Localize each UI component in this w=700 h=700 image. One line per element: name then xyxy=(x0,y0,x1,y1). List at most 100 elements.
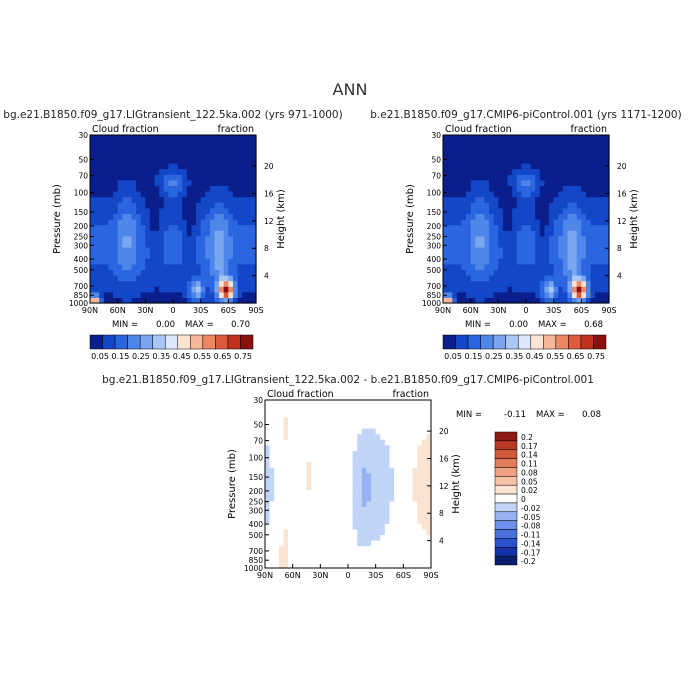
heatmap-cell xyxy=(136,269,142,276)
heatmap-cell xyxy=(163,207,169,214)
heatmap-cell xyxy=(530,247,536,254)
heatmap-cell xyxy=(516,191,522,198)
heatmap-cell xyxy=(357,433,363,440)
heatmap-cell xyxy=(466,196,472,203)
heatmap-cell xyxy=(269,545,275,552)
heatmap-cell xyxy=(315,489,321,496)
heatmap-cell xyxy=(196,286,202,293)
heatmap-cell xyxy=(581,241,587,248)
heatmap-cell xyxy=(567,252,573,259)
heatmap-cell xyxy=(269,400,275,407)
heatmap-cell xyxy=(352,551,358,558)
heatmap-cell xyxy=(251,291,257,298)
heatmap-cell xyxy=(507,168,513,175)
heatmap-cell xyxy=(297,556,303,563)
heatmap-cell xyxy=(338,506,344,513)
heatmap-cell xyxy=(246,241,252,248)
heatmap-cell xyxy=(447,224,453,231)
heatmap-cell xyxy=(343,456,349,463)
heatmap-cell xyxy=(466,247,472,254)
heatmap-cell xyxy=(297,512,303,519)
heatmap-cell xyxy=(576,202,582,209)
heatmap-cell xyxy=(398,540,404,547)
heatmap-cell xyxy=(205,179,211,186)
heatmap-cell xyxy=(154,275,160,282)
heatmap-cell xyxy=(113,247,119,254)
heatmap-cell xyxy=(417,484,423,491)
heatmap-cell xyxy=(237,297,243,304)
heatmap-cell xyxy=(191,202,197,209)
heatmap-cell xyxy=(389,517,395,524)
heatmap-cell xyxy=(421,422,427,429)
colorbar-label: 0.15 xyxy=(112,352,130,361)
heatmap-cell xyxy=(553,151,559,158)
heatmap-cell xyxy=(311,467,317,474)
heatmap-cell xyxy=(443,196,449,203)
heatmap-cell xyxy=(223,157,229,164)
heatmap-cell xyxy=(526,140,532,147)
heatmap-cell xyxy=(131,163,137,170)
heatmap-cell xyxy=(182,230,188,237)
heatmap-cell xyxy=(558,185,564,192)
heatmap-cells xyxy=(265,400,432,569)
heatmap-cell xyxy=(94,258,100,265)
heatmap-cell xyxy=(283,444,289,451)
heatmap-cell xyxy=(489,219,495,226)
heatmap-cell xyxy=(544,263,550,270)
heatmap-cell xyxy=(452,258,458,265)
heatmap-cell xyxy=(567,140,573,147)
heatmap-cell xyxy=(90,247,96,254)
heatmap-cell xyxy=(366,411,372,418)
heatmap-cell xyxy=(297,517,303,524)
heatmap-cell xyxy=(421,411,427,418)
heatmap-cell xyxy=(470,219,476,226)
heatmap-cell xyxy=(456,185,463,192)
heatmap-cell xyxy=(182,207,188,214)
heatmap-cell xyxy=(278,461,285,468)
heatmap-cell xyxy=(366,467,372,474)
heatmap-cell xyxy=(223,140,229,147)
heatmap-cell xyxy=(447,213,453,220)
heatmap-cell xyxy=(122,263,128,270)
heatmap-cell xyxy=(443,191,449,198)
heatmap-cell xyxy=(489,168,495,175)
heatmap-cell xyxy=(324,467,331,474)
heatmap-cell xyxy=(530,252,536,259)
heatmap-cell xyxy=(484,151,490,158)
heatmap-cell xyxy=(412,478,418,485)
heatmap-cell xyxy=(572,196,578,203)
heatmap-cell xyxy=(352,478,358,485)
heatmap-cell xyxy=(182,151,188,158)
heatmap-cell xyxy=(292,523,298,530)
heatmap-cell xyxy=(604,224,610,231)
heatmap-cell xyxy=(526,179,532,186)
heatmap-cell xyxy=(94,275,100,282)
heatmap-cell xyxy=(498,297,504,304)
heatmap-cell xyxy=(535,297,541,304)
heatmap-cell xyxy=(292,528,298,535)
heatmap-cell xyxy=(389,551,395,558)
heatmap-cell xyxy=(232,163,239,170)
heatmap-cell xyxy=(149,297,156,304)
heatmap-cell xyxy=(447,140,453,147)
heatmap-cell xyxy=(535,135,541,142)
y-tick-label: 500 xyxy=(74,266,89,275)
heatmap-cell xyxy=(90,179,96,186)
heatmap-cell xyxy=(274,461,280,468)
heatmap-cell xyxy=(131,297,137,304)
heatmap-cell xyxy=(512,202,518,209)
heatmap-cell xyxy=(99,280,105,287)
heatmap-cell xyxy=(352,461,358,468)
heatmap-cell xyxy=(99,263,105,270)
heatmap-cell xyxy=(466,286,472,293)
heatmap-cell xyxy=(572,163,578,170)
heatmap-cell xyxy=(149,196,156,203)
heatmap-cell xyxy=(352,400,358,407)
heatmap-cell xyxy=(301,416,308,423)
heatmap-cell xyxy=(237,207,243,214)
heatmap-cell xyxy=(108,196,114,203)
heatmap-cell xyxy=(283,433,289,440)
heatmap-cell xyxy=(585,230,592,237)
heatmap-cell xyxy=(311,540,317,547)
heatmap-cell xyxy=(604,168,610,175)
